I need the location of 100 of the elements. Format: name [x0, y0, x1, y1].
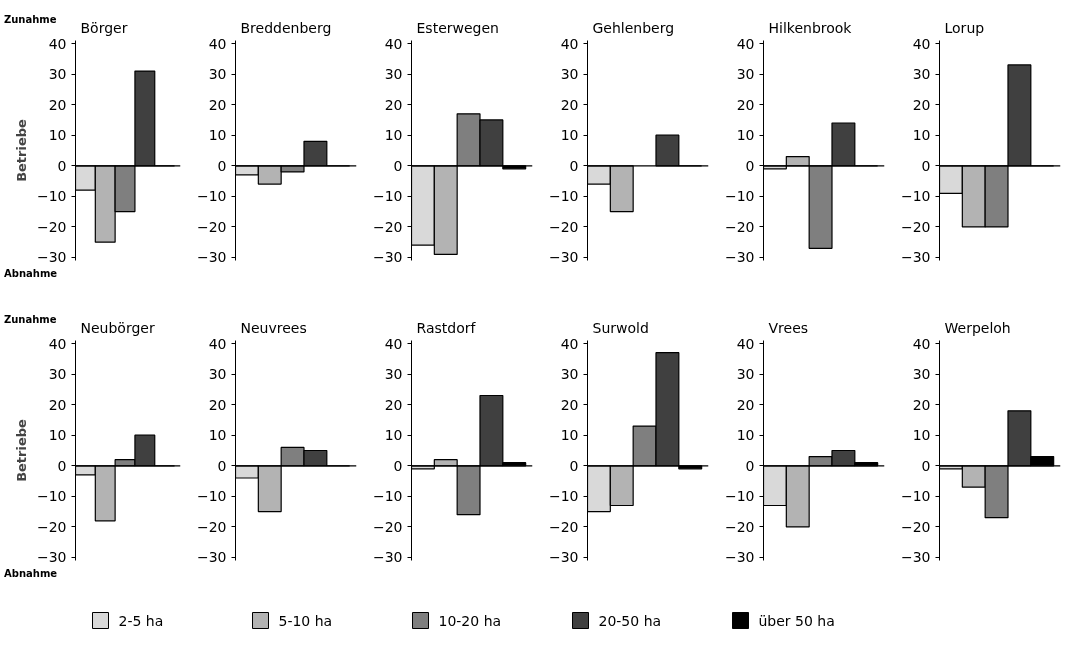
y-tick-label: −10	[36, 488, 67, 505]
y-tick-label: 20	[48, 96, 67, 113]
y-axis-title: Betriebe	[13, 118, 29, 182]
y-tick-label: −10	[724, 188, 755, 205]
y-tick-label: 0	[57, 457, 67, 474]
y-tick-label: 40	[736, 35, 755, 52]
y-tick-label: −30	[196, 249, 227, 266]
y-tick-label: 20	[560, 96, 579, 113]
y-tick-label: 20	[208, 96, 227, 113]
legend-label: 10-20 ha	[438, 612, 502, 629]
y-tick-label: −30	[36, 549, 67, 566]
y-tick-label: 0	[745, 457, 755, 474]
y-tick-label: 20	[912, 96, 931, 113]
y-tick-label: 20	[912, 396, 931, 413]
chart-title: Neubörger	[80, 319, 155, 336]
y-tick-label: −10	[372, 488, 403, 505]
y-tick-label: 10	[912, 127, 931, 144]
y-tick-label: 30	[384, 366, 403, 383]
chart-title: Rastdorf	[416, 319, 477, 336]
y-tick-label: −30	[372, 549, 403, 566]
y-tick-label: −10	[548, 488, 579, 505]
chart-title: Hilkenbrook	[768, 19, 853, 36]
y-tick-label: 30	[736, 66, 755, 83]
chart-title: Gehlenberg	[592, 19, 675, 36]
y-tick-label: 10	[48, 127, 67, 144]
y-tick-label: −20	[548, 218, 579, 235]
y-tick-label: 40	[208, 335, 227, 352]
y-tick-label: 0	[217, 157, 227, 174]
y-tick-label: 0	[569, 157, 579, 174]
y-tick-label: 10	[912, 427, 931, 444]
chart-title: Neuvrees	[240, 319, 307, 336]
y-tick-label: 0	[921, 157, 931, 174]
y-tick-label: −20	[724, 218, 755, 235]
y-tick-label: 20	[48, 396, 67, 413]
y-tick-label: −20	[372, 518, 403, 535]
y-tick-label: 10	[736, 127, 755, 144]
y-tick-label: −10	[724, 488, 755, 505]
y-tick-label: −30	[900, 549, 931, 566]
y-tick-label: −20	[36, 218, 67, 235]
legend-label: 5-10 ha	[278, 612, 333, 629]
y-tick-label: −30	[36, 249, 67, 266]
y-tick-label: 30	[48, 66, 67, 83]
y-tick-label: −30	[724, 549, 755, 566]
y-tick-label: 0	[745, 157, 755, 174]
y-tick-label: 40	[912, 335, 931, 352]
y-tick-label: 40	[48, 335, 67, 352]
y-tick-label: 0	[569, 457, 579, 474]
y-tick-label: 10	[208, 127, 227, 144]
y-tick-label: −20	[724, 518, 755, 535]
y-tick-label: −20	[196, 518, 227, 535]
legend-label: über 50 ha	[758, 612, 835, 629]
y-tick-label: 20	[560, 396, 579, 413]
y-tick-label: 20	[384, 96, 403, 113]
chart-title: Lorup	[944, 19, 985, 36]
y-tick-label: 40	[384, 35, 403, 52]
chart-title: Surwold	[592, 319, 649, 336]
legend-label: 20-50 ha	[598, 612, 662, 629]
y-tick-label: 0	[393, 457, 403, 474]
y-tick-label: 20	[384, 396, 403, 413]
y-tick-label: −10	[900, 188, 931, 205]
y-tick-label: 40	[384, 335, 403, 352]
y-tick-label: 10	[384, 127, 403, 144]
chart-title: Breddenberg	[240, 19, 332, 36]
y-tick-label: −10	[548, 188, 579, 205]
y-tick-label: −20	[196, 218, 227, 235]
y-tick-label: −10	[900, 488, 931, 505]
chart-title: Esterwegen	[416, 19, 499, 36]
y-tick-label: 10	[384, 427, 403, 444]
y-tick-label: −30	[900, 249, 931, 266]
y-tick-label: −20	[548, 518, 579, 535]
chart-title: Vrees	[768, 319, 809, 336]
y-tick-label: 30	[912, 366, 931, 383]
y-tick-label: 10	[560, 127, 579, 144]
y-tick-label: 40	[208, 35, 227, 52]
y-tick-label: −10	[196, 488, 227, 505]
text: Zunahme	[4, 314, 57, 325]
text: Abnahme	[4, 268, 58, 279]
y-tick-label: −20	[372, 218, 403, 235]
text: Abnahme	[4, 568, 58, 579]
y-tick-label: 0	[217, 457, 227, 474]
y-tick-label: 40	[48, 35, 67, 52]
y-tick-label: 30	[384, 66, 403, 83]
y-tick-label: 20	[736, 96, 755, 113]
y-tick-label: −20	[900, 518, 931, 535]
text: Zunahme	[4, 14, 57, 25]
y-axis-title: Betriebe	[13, 418, 29, 482]
y-tick-label: 10	[560, 427, 579, 444]
y-tick-label: 30	[208, 66, 227, 83]
y-tick-label: −30	[372, 249, 403, 266]
y-tick-label: −10	[36, 188, 67, 205]
y-tick-label: 0	[921, 457, 931, 474]
y-tick-label: 0	[57, 157, 67, 174]
y-tick-label: 40	[560, 35, 579, 52]
y-tick-label: 30	[736, 366, 755, 383]
y-tick-label: −10	[196, 188, 227, 205]
y-tick-label: 40	[560, 335, 579, 352]
y-tick-label: −30	[548, 249, 579, 266]
y-tick-label: 30	[560, 66, 579, 83]
y-tick-label: 40	[912, 35, 931, 52]
y-tick-label: −10	[372, 188, 403, 205]
